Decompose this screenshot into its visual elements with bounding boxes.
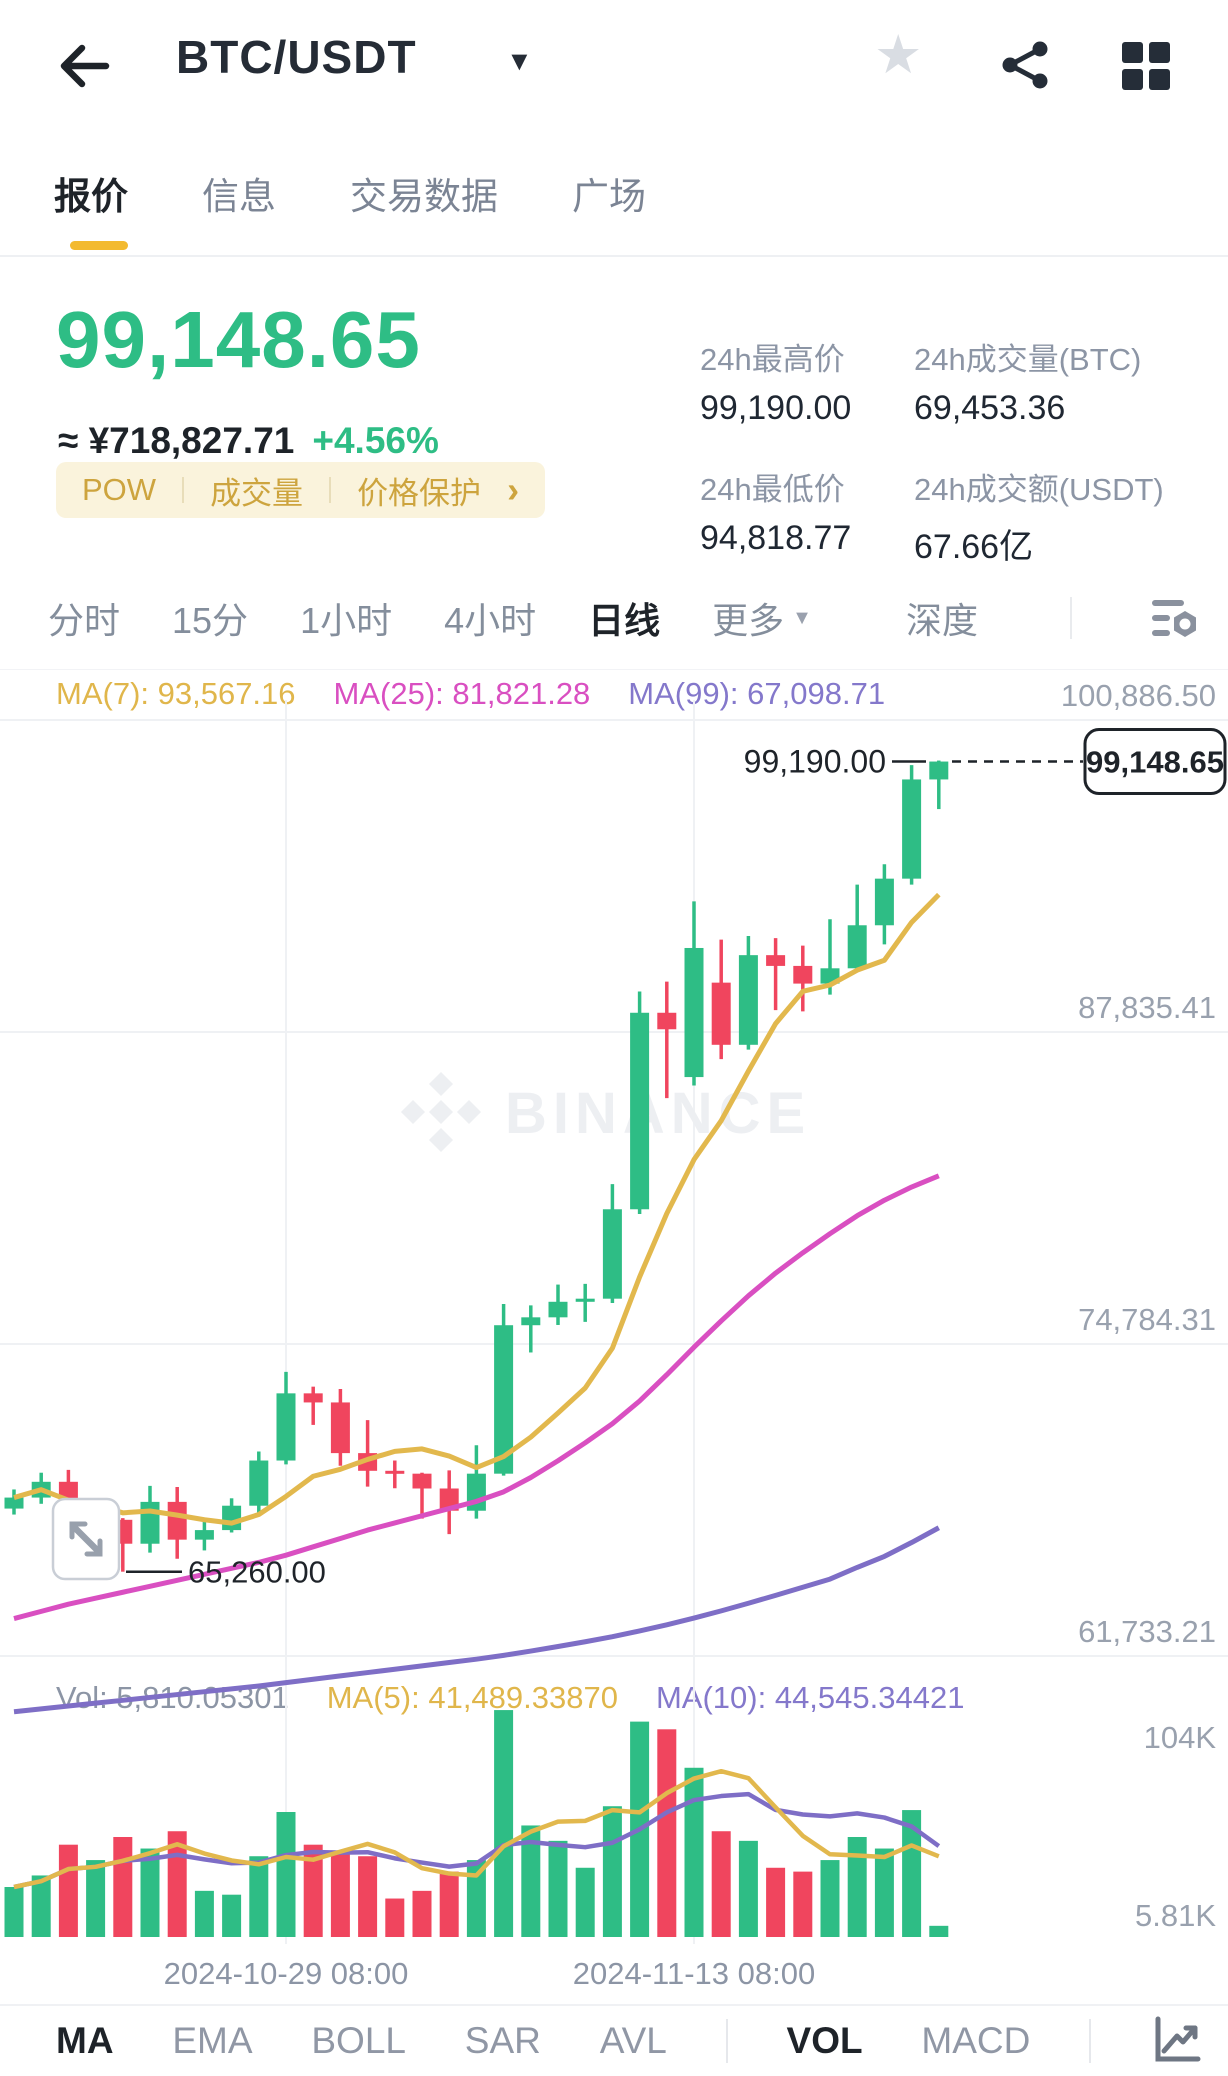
tab-quote[interactable]: 报价 (54, 176, 128, 217)
interval-depth[interactable]: 深度 (906, 592, 978, 644)
binance-watermark: BINANCE (400, 1071, 811, 1153)
tag-divider (182, 477, 185, 503)
current-price-box: 99,148.65 (1083, 728, 1227, 796)
token-tags-pill[interactable]: POW 成交量 价格保护 › (56, 462, 546, 518)
tag-0: POW (82, 472, 157, 507)
stat-label: 24h最低价 (700, 472, 845, 507)
tab-square[interactable]: 广场 (572, 176, 646, 217)
vol-legend-item-1: MA(5): 41,489.33870 (326, 1680, 618, 1715)
vol-legend-item-2: MA(10): 44,545.34421 (655, 1680, 965, 1715)
stat-value: 94,818.77 (700, 519, 852, 557)
stat-label: 24h成交额(USDT) (914, 472, 1164, 507)
svg-text:99,190.00: 99,190.00 (744, 744, 886, 780)
divider (725, 2019, 728, 2063)
pair-caret-down-icon[interactable]: ▼ (506, 46, 533, 76)
svg-text:104K: 104K (1144, 1720, 1217, 1755)
indicator-boll[interactable]: BOLL (311, 2020, 406, 2061)
interval-4h[interactable]: 4小时 (444, 592, 536, 644)
ma-legend-item-2: MA(99): 67,098.71 (628, 676, 886, 711)
interval-label: 1小时 (300, 600, 393, 641)
divider (1089, 2019, 1092, 2063)
indicator-ema[interactable]: EMA (172, 2020, 253, 2061)
ma-legend: MA(7): 93,567.16 MA(25): 81,821.28 MA(99):… (56, 676, 885, 712)
svg-text:65,260.00: 65,260.00 (188, 1555, 326, 1590)
interval-time[interactable]: 分时 (48, 592, 120, 644)
fiat-row: ≈ ¥718,827.71 +4.56% (58, 420, 439, 462)
svg-text:2024-10-29 08:00: 2024-10-29 08:00 (164, 1956, 409, 1991)
ma-legend-item-0: MA(7): 93,567.16 (56, 676, 296, 711)
change-percent: +4.56% (312, 420, 439, 461)
interval-1d[interactable]: 日线 (588, 592, 660, 644)
interval-label: 分时 (48, 600, 121, 641)
indicator-sar[interactable]: SAR (464, 2020, 541, 2061)
svg-text:5.81K: 5.81K (1135, 1898, 1216, 1933)
divider (0, 255, 1228, 257)
back-button[interactable] (56, 38, 112, 94)
stat-high-24h: 24h最高价 99,190.00 (700, 334, 914, 428)
svg-text:61,733.21: 61,733.21 (1078, 1614, 1216, 1649)
interval-more[interactable]: 更多 ▼ (712, 592, 812, 644)
share-icon[interactable] (1000, 40, 1050, 90)
svg-text:2024-11-13 08:00: 2024-11-13 08:00 (573, 1956, 815, 1991)
indicator-macd[interactable]: MACD (921, 2020, 1031, 2061)
chart-line-icon[interactable] (1150, 2015, 1202, 2067)
chevron-right-icon: › (507, 469, 520, 510)
interval-label: 15分 (172, 600, 249, 641)
stat-value: 69,453.36 (914, 389, 1066, 427)
stat-value: 67.66亿 (914, 528, 1034, 566)
indicator-ma[interactable]: MA (56, 2020, 114, 2061)
tag-2: 价格保护 (357, 475, 482, 511)
caret-down-icon: ▼ (792, 606, 812, 629)
tab-trade-data[interactable]: 交易数据 (350, 176, 498, 217)
interval-1h[interactable]: 1小时 (300, 592, 392, 644)
divider (0, 2004, 1228, 2006)
svg-text:87,835.41: 87,835.41 (1078, 990, 1216, 1025)
top-tabs: 报价 信息 交易数据 广场 (54, 166, 646, 220)
svg-text:BINANCE: BINANCE (505, 1081, 811, 1146)
interval-15m[interactable]: 15分 (172, 592, 248, 644)
tag-1: 成交量 (210, 475, 304, 511)
favorite-star-icon[interactable]: ★ (874, 25, 923, 85)
interval-bar: 分时 15分 1小时 4小时 日线 更多 ▼ 深度 (48, 592, 1200, 644)
grid-menu-icon[interactable] (1122, 42, 1170, 90)
interval-label: 深度 (905, 600, 978, 641)
stat-volume-usdt-24h: 24h成交额(USDT) 67.66亿 (914, 464, 1214, 568)
interval-label: 4小时 (444, 600, 537, 641)
tab-info[interactable]: 信息 (202, 176, 276, 217)
indicator-bar: MA EMA BOLL SAR AVL VOL MACD (0, 2006, 1228, 2076)
indicator-vol[interactable]: VOL (786, 2020, 863, 2061)
ma-legend-item-1: MA(25): 81,821.28 (333, 676, 591, 711)
pair-title[interactable]: BTC/USDT (176, 31, 417, 83)
stat-low-24h: 24h最低价 94,818.77 (700, 464, 914, 568)
divider (1070, 597, 1072, 639)
svg-text:74,784.31: 74,784.31 (1078, 1302, 1216, 1337)
active-tab-underline (70, 241, 128, 250)
stat-label: 24h最高价 (700, 342, 845, 377)
interval-label: 更多 (712, 600, 785, 641)
stat-volume-btc-24h: 24h成交量(BTC) 69,453.36 (914, 334, 1214, 428)
svg-text:100,886.50: 100,886.50 (1061, 678, 1216, 713)
stats-grid: 24h最高价 99,190.00 24h成交量(BTC) 69,453.36 24h最低… (700, 334, 1214, 568)
fiat-value: ≈ ¥718,827.71 (58, 420, 295, 461)
last-price: 99,148.65 (56, 295, 421, 384)
chart-settings-icon[interactable] (1152, 594, 1200, 642)
stat-value: 99,190.00 (700, 389, 852, 427)
svg-text:99,148.65: 99,148.65 (1086, 745, 1224, 780)
indicator-avl[interactable]: AVL (599, 2020, 667, 2061)
divider (0, 669, 1228, 670)
interval-label: 日线 (588, 600, 661, 641)
expand-chart-button[interactable] (51, 1497, 121, 1581)
tag-divider (329, 477, 332, 503)
stat-label: 24h成交量(BTC) (914, 342, 1142, 377)
